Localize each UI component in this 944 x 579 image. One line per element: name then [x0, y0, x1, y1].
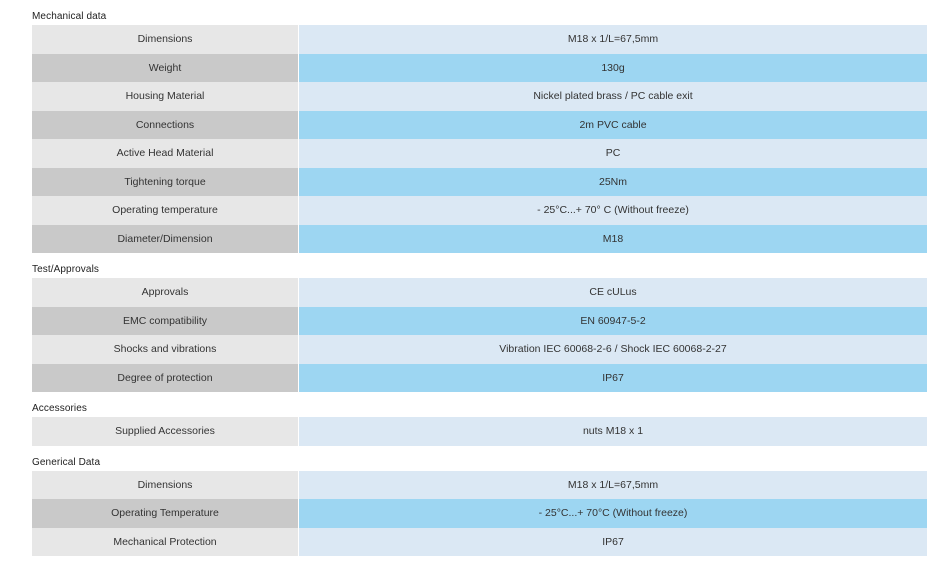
section-title: Generical Data [32, 456, 101, 468]
table-row: Approvals CE cULus [32, 278, 927, 307]
spec-table: Dimensions M18 x 1/L=67,5mm Operating Te… [32, 470, 927, 556]
row-label: Tightening torque [32, 167, 299, 196]
row-label: Housing Material [32, 82, 299, 111]
table-row: Operating temperature - 25°C...+ 70° C (… [32, 196, 927, 225]
table-row: Tightening torque 25Nm [32, 167, 927, 196]
section-generical-data: Generical Data Dimensions M18 x 1/L=67,5… [32, 454, 927, 556]
row-label: Operating temperature [32, 196, 299, 225]
spec-table: Dimensions M18 x 1/L=67,5mm Weight 130g … [32, 25, 927, 253]
table-row: Housing Material Nickel plated brass / P… [32, 82, 927, 111]
row-label: Approvals [32, 278, 299, 307]
row-value: Vibration IEC 60068-2-6 / Shock IEC 6006… [299, 335, 927, 364]
row-value: 2m PVC cable [299, 110, 927, 139]
row-label: Dimensions [32, 470, 299, 499]
section-accessories: Accessories Supplied Accessories nuts M1… [32, 400, 927, 446]
section-title: Accessories [32, 403, 88, 414]
spec-table: Supplied Accessories nuts M18 x 1 [32, 417, 927, 446]
spec-table: Approvals CE cULus EMC compatibility EN … [32, 278, 927, 392]
section-test-approvals: Test/Approvals Approvals CE cULus EMC co… [32, 261, 927, 392]
table-row: Shocks and vibrations Vibration IEC 6006… [32, 335, 927, 364]
table-row: EMC compatibility EN 60947-5-2 [32, 306, 927, 335]
section-title: Test/Approvals [32, 264, 99, 275]
row-value: M18 [299, 224, 927, 253]
row-value: IP67 [299, 363, 927, 392]
section-mechanical-data: Mechanical data Dimensions M18 x 1/L=67,… [32, 8, 927, 253]
table-row: Diameter/Dimension M18 [32, 224, 927, 253]
row-label: Weight [32, 53, 299, 82]
row-value: 25Nm [299, 167, 927, 196]
row-value: - 25°C...+ 70° C (Without freeze) [299, 196, 927, 225]
row-value: nuts M18 x 1 [299, 417, 927, 446]
spec-page: Mechanical data Dimensions M18 x 1/L=67,… [32, 8, 927, 556]
row-value: EN 60947-5-2 [299, 306, 927, 335]
row-value: IP67 [299, 527, 927, 556]
row-value: PC [299, 139, 927, 168]
row-value: Nickel plated brass / PC cable exit [299, 82, 927, 111]
table-row: Dimensions M18 x 1/L=67,5mm [32, 470, 927, 499]
row-value: - 25°C...+ 70°C (Without freeze) [299, 499, 927, 528]
table-row: Mechanical Protection IP67 [32, 527, 927, 556]
row-label: Diameter/Dimension [32, 224, 299, 253]
row-label: Shocks and vibrations [32, 335, 299, 364]
table-row: Active Head Material PC [32, 139, 927, 168]
section-title: Mechanical data [32, 11, 107, 22]
row-label: Degree of protection [32, 363, 299, 392]
table-row: Dimensions M18 x 1/L=67,5mm [32, 25, 927, 54]
row-value: 130g [299, 53, 927, 82]
table-row: Weight 130g [32, 53, 927, 82]
row-label: Dimensions [32, 25, 299, 54]
row-label: Active Head Material [32, 139, 299, 168]
row-label: EMC compatibility [32, 306, 299, 335]
row-label: Mechanical Protection [32, 527, 299, 556]
row-label: Connections [32, 110, 299, 139]
row-value: M18 x 1/L=67,5mm [299, 470, 927, 499]
row-label: Supplied Accessories [32, 417, 299, 446]
table-row: Operating Temperature - 25°C...+ 70°C (W… [32, 499, 927, 528]
table-row: Supplied Accessories nuts M18 x 1 [32, 417, 927, 446]
row-value: M18 x 1/L=67,5mm [299, 25, 927, 54]
table-row: Connections 2m PVC cable [32, 110, 927, 139]
table-row: Degree of protection IP67 [32, 363, 927, 392]
row-value: CE cULus [299, 278, 927, 307]
row-label: Operating Temperature [32, 499, 299, 528]
